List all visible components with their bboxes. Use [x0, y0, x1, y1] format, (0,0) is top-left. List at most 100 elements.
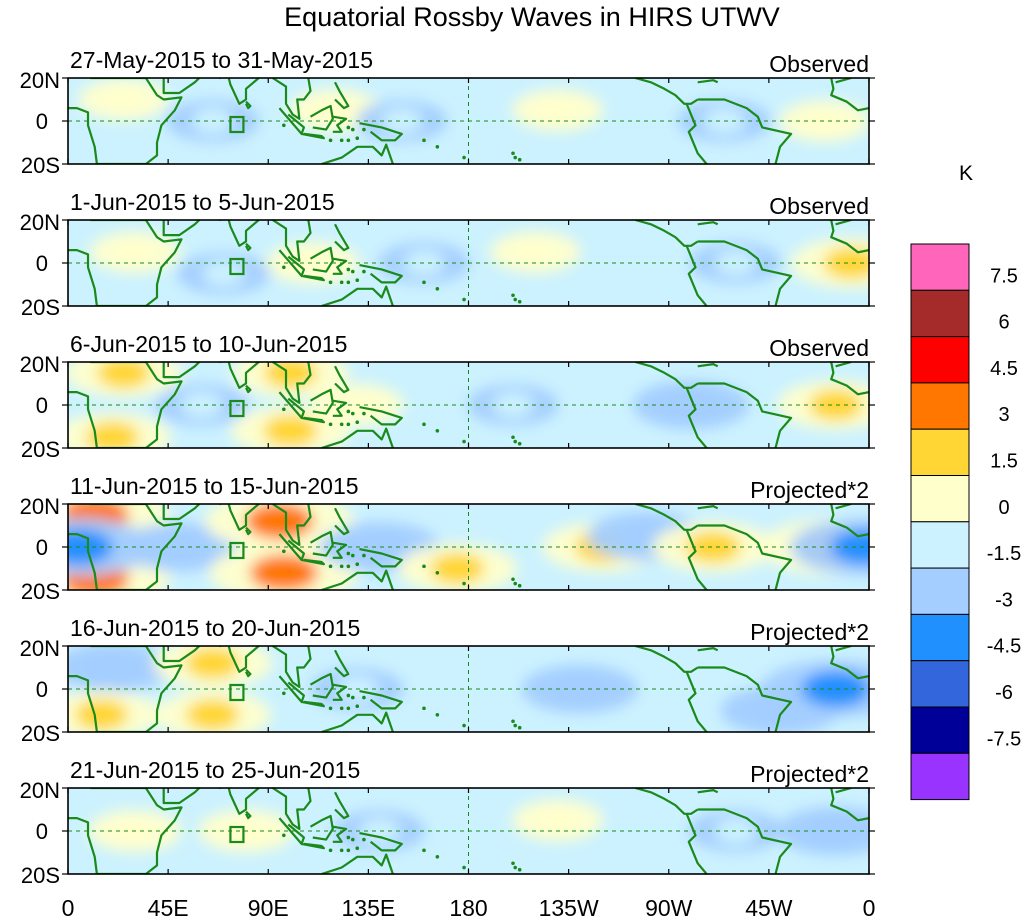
colorbar-level-label: -1.5 [987, 543, 1021, 565]
coastline [359, 690, 403, 710]
colorbar-level-label: -7.5 [987, 728, 1021, 750]
panel-period-label: 16-Jun-2015 to 20-Jun-2015 [70, 615, 360, 641]
anomaly-core [351, 531, 408, 563]
island [513, 865, 518, 870]
island [462, 439, 466, 444]
coastline [309, 530, 334, 557]
island [346, 409, 351, 414]
island [517, 725, 522, 730]
island [462, 723, 466, 728]
island [422, 422, 426, 427]
coastline [697, 382, 793, 448]
anomaly-blobs [68, 362, 869, 448]
coastline [309, 388, 334, 415]
coastline [301, 558, 325, 566]
coastline [162, 220, 201, 237]
coastline [162, 362, 201, 379]
anomaly-core [830, 529, 869, 565]
x-tick-label: 90E [248, 895, 289, 921]
anomaly-core [685, 531, 741, 563]
anomaly-core [186, 699, 240, 730]
coastline [272, 362, 312, 404]
colorbar-swatch [910, 521, 970, 569]
anomaly-core [358, 818, 401, 844]
coastlines [68, 220, 869, 306]
coastline [685, 813, 708, 874]
island [351, 411, 355, 416]
coastline [359, 406, 403, 426]
coastline [830, 504, 869, 538]
island [328, 848, 333, 853]
coastline [685, 103, 708, 164]
coastline [68, 362, 183, 448]
map-panel: 20N 0 20S 1-Jun-2015 to 5-Jun-2015 Observed [20, 189, 875, 320]
anomaly-field [68, 788, 869, 874]
island [362, 269, 366, 274]
island [511, 719, 515, 724]
maldives-box [229, 399, 245, 418]
y-tick-label: 20N [20, 68, 60, 93]
y-tick-label: 20N [20, 778, 60, 803]
colorbar-swatch [910, 567, 970, 615]
coastline [332, 115, 348, 133]
coastline [68, 646, 183, 732]
island [513, 155, 518, 160]
island [328, 138, 333, 143]
coastline [278, 107, 305, 135]
x-axis: 0 45E 90E 135E 180 135W 90W 45W 0 [62, 895, 876, 921]
island [513, 439, 518, 444]
coastline [830, 78, 869, 112]
panel-kind-label: Projected*2 [750, 477, 869, 503]
anomaly-field [68, 646, 869, 732]
colorbar-level-label: 4.5 [990, 358, 1018, 380]
island [346, 267, 351, 272]
colorbar-swatch [910, 660, 970, 708]
coastline [830, 646, 869, 680]
coastline [697, 789, 719, 794]
anomaly-core [801, 671, 869, 707]
island [517, 583, 522, 588]
island [462, 297, 466, 302]
coastlines [68, 362, 869, 448]
colorbar-swatch [910, 289, 970, 338]
colorbar: K 7.5 6 4.5 3 1.5 0 -1.5 -3 -4.5 -6 -7.5 [910, 162, 1021, 801]
coastline [332, 683, 348, 701]
coastline [685, 387, 708, 448]
coastlines [68, 788, 869, 874]
anomaly-core [102, 86, 145, 113]
coastline [321, 711, 394, 732]
coastline [245, 668, 252, 678]
y-tick-label: 20S [21, 295, 60, 320]
anomaly-blobs [89, 231, 869, 295]
anomaly-core [536, 807, 579, 834]
coastline [278, 817, 305, 845]
panel-period-label: 21-Jun-2015 to 25-Jun-2015 [70, 757, 360, 783]
x-tick-label: 0 [863, 895, 876, 921]
coastline [162, 646, 201, 663]
coastline [219, 646, 261, 673]
island [328, 422, 333, 427]
island [282, 691, 286, 696]
coastline [162, 504, 201, 521]
island [282, 265, 286, 270]
island [422, 564, 426, 569]
island [517, 299, 522, 304]
coastline [697, 363, 719, 368]
coastline [697, 240, 793, 306]
island [513, 297, 518, 302]
island [517, 867, 522, 872]
colorbar-swatch [910, 706, 970, 754]
colorbar-unit-label: K [959, 162, 973, 185]
y-tick-label: 20N [20, 636, 60, 661]
coastline [697, 647, 719, 652]
anomaly-core [291, 249, 334, 277]
island [328, 564, 333, 569]
colorbar-level-label: -6 [995, 682, 1013, 704]
island [346, 835, 351, 840]
panel-kind-label: Observed [769, 335, 869, 361]
y-tick-label: 20S [21, 863, 60, 888]
coastline [68, 504, 183, 590]
coastline [635, 362, 699, 389]
map-panel: 20N 0 20S 6-Jun-2015 to 10-Jun-2015 Observed [20, 331, 875, 462]
